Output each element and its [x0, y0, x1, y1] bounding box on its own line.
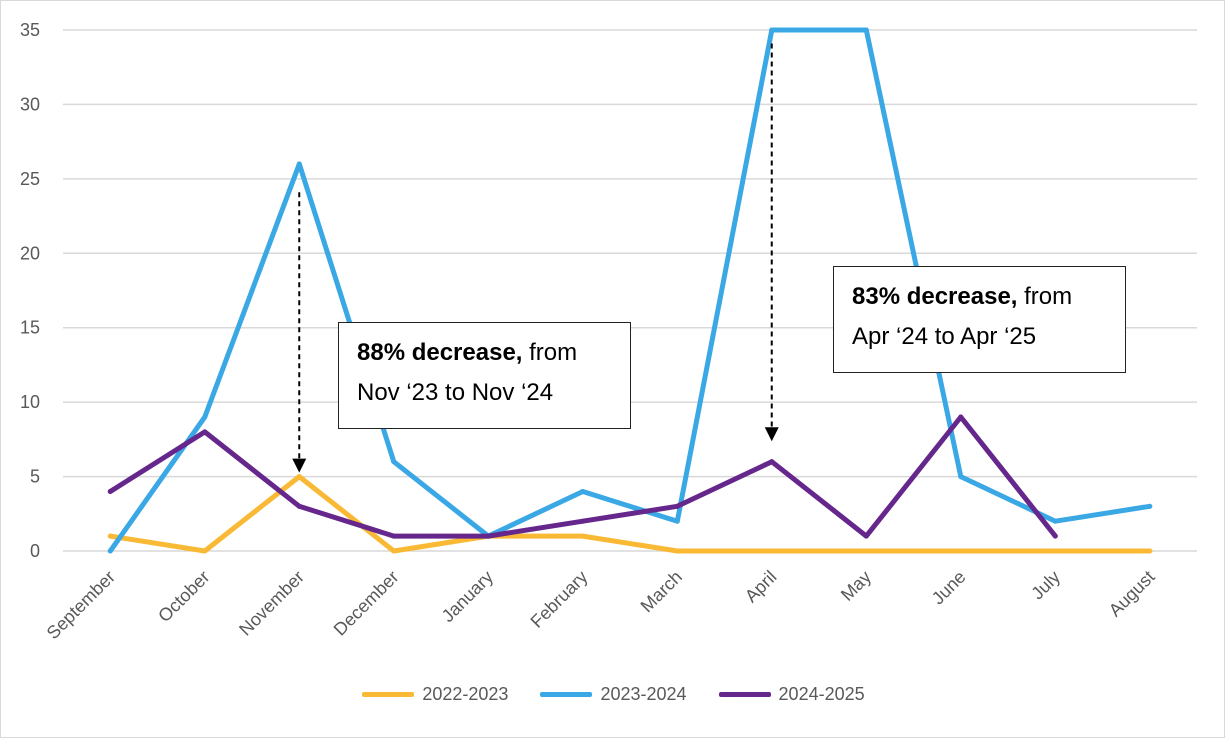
- data-point: [391, 548, 397, 554]
- arrow-april-head: [764, 427, 779, 442]
- annotation-text: Nov ‘23 to Nov ‘24: [357, 379, 554, 406]
- x-tick-label: April: [741, 567, 781, 607]
- data-point: [107, 533, 113, 539]
- data-point: [202, 414, 208, 420]
- y-tick-label: 20: [20, 243, 40, 263]
- data-point: [958, 414, 964, 420]
- x-tick-label: January: [438, 567, 497, 626]
- x-tick-label: June: [928, 567, 970, 609]
- annotation-text: from: [522, 339, 578, 366]
- data-point: [958, 474, 964, 480]
- y-tick-label: 25: [20, 169, 40, 189]
- data-point: [107, 488, 113, 494]
- data-point: [580, 488, 586, 494]
- data-point: [1052, 518, 1058, 524]
- legend: 2022-2023 2023-2024 2024-2025: [0, 684, 1227, 705]
- y-tick-label: 10: [20, 392, 40, 412]
- data-point: [391, 459, 397, 465]
- data-point: [769, 459, 775, 465]
- annotation-bold: 83% decrease,: [852, 283, 1018, 310]
- x-tick-label: May: [837, 567, 875, 605]
- y-tick-label: 5: [30, 467, 40, 487]
- data-point: [296, 161, 302, 167]
- x-tick-label: July: [1027, 567, 1064, 604]
- x-tick-label: February: [527, 567, 592, 632]
- y-tick-label: 0: [30, 541, 40, 561]
- legend-item-2023-2024: 2023-2024: [540, 684, 687, 705]
- legend-item-2024-2025: 2024-2025: [718, 684, 865, 705]
- data-point: [1147, 503, 1153, 509]
- data-point: [674, 518, 680, 524]
- annotation-apr: 83% decrease, from Apr ‘24 to Apr ‘25: [833, 266, 1126, 373]
- x-tick-label: March: [637, 567, 687, 617]
- data-point: [674, 503, 680, 509]
- data-point: [391, 533, 397, 539]
- x-tick-label: September: [43, 567, 119, 643]
- x-tick-label: December: [330, 567, 403, 640]
- data-point: [958, 548, 964, 554]
- legend-swatch: [718, 692, 771, 697]
- x-tick-label: October: [154, 567, 213, 626]
- annotation-bold: 88% decrease,: [357, 339, 523, 366]
- data-point: [107, 548, 113, 554]
- data-point: [202, 429, 208, 435]
- data-point: [863, 548, 869, 554]
- legend-swatch: [362, 692, 415, 697]
- data-point: [863, 27, 869, 33]
- x-tick-label: August: [1105, 567, 1159, 621]
- annotation-text: from: [1017, 283, 1073, 310]
- data-point: [674, 548, 680, 554]
- y-tick-label: 15: [20, 318, 40, 338]
- annotation-text: Apr ‘24 to Apr ‘25: [852, 323, 1037, 350]
- legend-swatch: [540, 692, 593, 697]
- data-point: [202, 548, 208, 554]
- legend-item-2022-2023: 2022-2023: [362, 684, 508, 705]
- y-tick-label: 30: [20, 94, 40, 114]
- series-line-2022-2023: [107, 474, 1153, 554]
- data-point: [296, 503, 302, 509]
- data-point: [863, 533, 869, 539]
- data-point: [1147, 548, 1153, 554]
- data-point: [1052, 548, 1058, 554]
- y-tick-label: 35: [20, 20, 40, 40]
- data-point: [485, 533, 491, 539]
- data-point: [769, 27, 775, 33]
- series-line-2023-2024: [107, 27, 1153, 554]
- data-point: [769, 548, 775, 554]
- x-tick-label: November: [235, 567, 308, 640]
- legend-label: 2024-2025: [778, 684, 865, 704]
- annotation-nov: 88% decrease, from Nov ‘23 to Nov ‘24: [338, 322, 631, 429]
- data-point: [296, 474, 302, 480]
- data-point: [1052, 533, 1058, 539]
- legend-label: 2023-2024: [600, 684, 687, 704]
- legend-label: 2022-2023: [422, 684, 509, 704]
- data-point: [580, 533, 586, 539]
- data-point: [580, 518, 586, 524]
- arrow-november-head: [292, 458, 307, 473]
